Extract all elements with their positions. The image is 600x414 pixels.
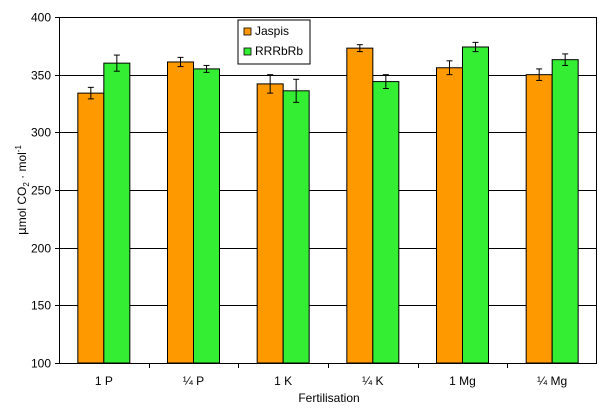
bar — [436, 67, 463, 364]
y-tick-label: 300 — [31, 126, 51, 140]
x-tick-label: ¼ Mg — [537, 374, 567, 388]
bar — [462, 46, 489, 364]
bar — [193, 68, 220, 364]
bar — [551, 59, 579, 364]
y-tick-label: 150 — [31, 299, 51, 313]
x-tick-label: ¼ P — [183, 374, 204, 388]
bar — [346, 47, 374, 364]
x-tick-label: 1 Mg — [449, 374, 476, 388]
y-tick-label: 400 — [31, 11, 51, 25]
bar — [525, 74, 553, 364]
legend-swatch-jaspis — [243, 27, 252, 36]
bar — [167, 61, 194, 364]
x-tick-label: 1 K — [274, 374, 292, 388]
y-axis-title: µmol CO2 · mol-1 — [14, 145, 31, 235]
x-tick-labels: 1 P ¼ P 1 K ¼ K 1 Mg ¼ Mg — [95, 374, 567, 388]
error-bars — [87, 41, 569, 103]
bar — [372, 81, 400, 364]
axes — [55, 17, 597, 368]
legend-box — [237, 19, 311, 65]
y-axis-title-sup: -1 — [14, 145, 23, 153]
x-tick-label: 1 P — [95, 374, 113, 388]
gridlines — [59, 17, 597, 306]
y-tick-label: 200 — [31, 242, 51, 256]
legend: Jaspis RRRbRb — [237, 19, 311, 65]
y-tick-label: 100 — [31, 357, 51, 371]
bar — [282, 90, 310, 364]
y-axis-title-sub: 2 — [22, 182, 31, 187]
bars — [77, 46, 579, 364]
bar — [256, 83, 284, 364]
y-axis-title-main: mol CO — [15, 187, 29, 228]
legend-label-jaspis: Jaspis — [255, 24, 289, 38]
y-tick-label: 250 — [31, 184, 51, 198]
x-axis-title: Fertilisation — [298, 391, 359, 405]
legend-swatch-rrrbrb — [243, 47, 252, 56]
y-axis-title-mu: µ — [15, 227, 29, 235]
x-tick-label: ¼ K — [362, 374, 383, 388]
y-axis-title-mid: · mol — [15, 152, 29, 182]
y-tick-label: 350 — [31, 69, 51, 83]
y-tick-labels: 100 150 200 250 300 350 400 — [31, 11, 51, 371]
bar — [77, 92, 105, 364]
legend-label-rrrbrb: RRRbRb — [255, 44, 303, 58]
bar — [103, 62, 131, 364]
